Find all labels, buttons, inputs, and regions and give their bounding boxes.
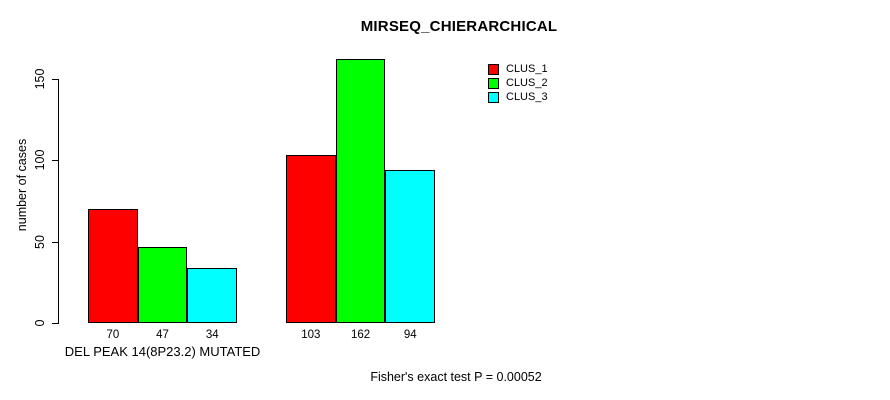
y-tick-label: 150 [33, 68, 47, 90]
legend-item: CLUS_1 [488, 64, 548, 75]
legend-label: CLUS_2 [506, 77, 548, 89]
bar-value-label: 47 [156, 329, 169, 341]
legend: CLUS_1 CLUS_2 CLUS_3 [488, 64, 548, 103]
stat-annotation: Fisher's exact test P = 0.00052 [370, 370, 542, 384]
bar-value-label: 34 [205, 329, 219, 341]
y-tick-label: 100 [33, 149, 47, 171]
bar-clus_3-group2 [385, 170, 436, 323]
y-tick-mark [52, 79, 58, 80]
y-axis-title: number of cases [15, 138, 29, 232]
bar-clus_1-group1 [88, 209, 138, 323]
bar-clus_3-group1 [187, 267, 238, 323]
legend-label: CLUS_3 [506, 91, 548, 103]
bar-value-label: 70 [106, 329, 120, 341]
y-tick-label: 50 [33, 234, 47, 249]
bar-value-label: 103 [301, 329, 321, 341]
legend-label: CLUS_1 [506, 63, 548, 75]
y-tick-mark [52, 323, 58, 324]
category-label: DEL PEAK 14(8P23.2) MUTATED [64, 344, 261, 359]
legend-swatch-clus_1 [488, 64, 499, 75]
y-tick-label: 0 [33, 319, 47, 327]
y-tick-mark [52, 241, 58, 243]
legend-swatch-clus_2 [488, 78, 499, 89]
legend-item: CLUS_2 [488, 78, 548, 89]
bar-clus_1-group2 [286, 155, 336, 323]
y-tick-mark [52, 160, 58, 162]
bar-clus_2-group2 [335, 59, 386, 323]
bar-value-label: 94 [403, 329, 417, 341]
chart-title: MIRSEQ_CHIERARCHICAL [360, 18, 558, 35]
legend-item: CLUS_3 [488, 92, 548, 103]
bar-value-label: 162 [350, 329, 371, 341]
y-axis-line [58, 79, 59, 324]
bar-clus_2-group1 [137, 246, 188, 323]
legend-swatch-clus_3 [488, 92, 499, 103]
